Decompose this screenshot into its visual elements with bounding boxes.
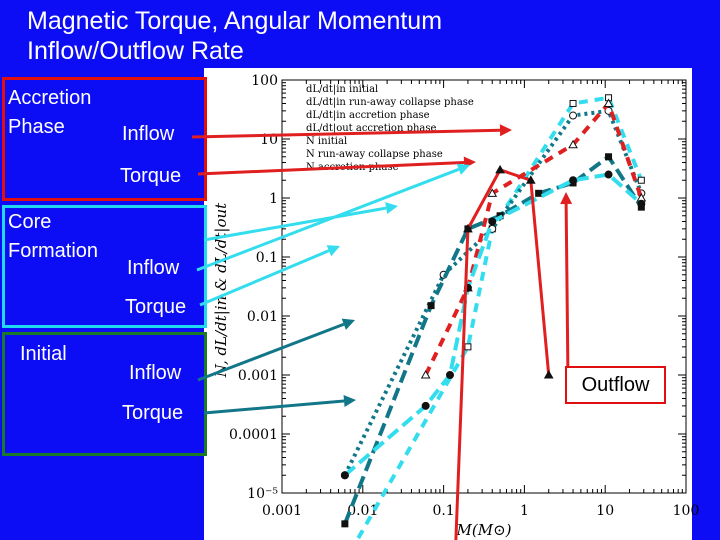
x-axis-label: M(M⊙): [456, 521, 512, 539]
initial-box: [2, 332, 207, 456]
x-tick-label: 0.1: [432, 503, 454, 519]
accretion-torque-arrow: [197, 161, 465, 176]
accretion-label-line2: Phase: [8, 116, 65, 138]
y-tick-label: 100: [251, 73, 278, 89]
series-line: [423, 101, 644, 376]
series-line: [454, 168, 551, 540]
data-point: [488, 217, 497, 226]
core-label-line2: Formation: [8, 240, 99, 262]
data-point: [340, 471, 349, 480]
initial-inflow-arrow: [197, 322, 345, 382]
core-torque-arrow: [199, 249, 330, 307]
x-tick-label: 0.001: [262, 503, 302, 519]
y-tick-label: 10⁻⁵: [247, 486, 278, 502]
core-inflow-arrow-2: [196, 167, 460, 272]
plot-frame: [281, 79, 687, 494]
core-torque-arrow-head: [326, 245, 340, 257]
data-point: [604, 170, 613, 179]
data-point: [421, 401, 430, 410]
core-inflow-label: Inflow: [127, 257, 180, 279]
slide-title: Magnetic Torque, Angular Momentum Inflow…: [27, 6, 442, 66]
data-point: [568, 139, 578, 149]
initial-inflow-label: Inflow: [129, 362, 182, 384]
accretion-inflow-arrow: [191, 128, 501, 139]
initial-label: Initial: [20, 343, 67, 365]
accretion-inflow-arrow-head: [499, 124, 512, 137]
initial-torque-label: Torque: [122, 402, 184, 424]
accretion-label-line1: Accretion: [8, 87, 92, 109]
accretion-inflow-label: Inflow: [122, 123, 175, 145]
legend-entry: dL/dt|in accretion phase: [306, 110, 430, 121]
legend-entry: N run-away collapse phase: [306, 149, 443, 160]
title-line-1: Magnetic Torque, Angular Momentum: [27, 7, 443, 35]
core-torque-label: Torque: [125, 296, 187, 318]
initial-torque-arrow: [203, 399, 345, 415]
y-tick-label: 0.0001: [229, 427, 278, 443]
y-tick-label: 0.01: [247, 309, 278, 325]
y-tick-label: 0.1: [256, 250, 278, 266]
y-tick-label: 1: [269, 191, 278, 207]
outflow-arrow-head: [560, 192, 573, 205]
x-tick-label: 0.01: [347, 503, 378, 519]
data-point: [603, 98, 614, 107]
legend-entry: dL/dt|in run-away collapse phase: [306, 97, 474, 108]
data-point: [569, 99, 577, 107]
accretion-torque-label: Torque: [120, 165, 182, 187]
data-point: [495, 164, 505, 174]
x-tick-label: 1: [520, 503, 529, 519]
core-inflow-arrow-head: [385, 202, 398, 214]
data-point: [487, 188, 498, 197]
data-point: [427, 302, 435, 310]
initial-torque-arrow-head: [343, 395, 356, 408]
outflow-arrow: [564, 203, 570, 381]
core-label-line1: Core: [8, 211, 52, 233]
legend-entry: N initial: [306, 136, 347, 147]
data-point: [464, 343, 472, 351]
series-line: [343, 154, 644, 525]
data-point: [637, 176, 645, 184]
data-point: [445, 371, 454, 379]
data-point: [569, 176, 578, 185]
series-line: [343, 108, 644, 477]
data-point: [605, 153, 613, 161]
chart-panel: [204, 68, 692, 540]
y-axis-label: N, dL/dt|in & dL/dt|out: [212, 202, 230, 378]
initial-inflow-arrow-head: [341, 318, 355, 330]
x-tick-label: 100: [673, 503, 700, 519]
data-point: [463, 223, 473, 233]
x-tick-label: 10: [596, 503, 614, 519]
data-point: [525, 175, 536, 184]
data-point: [341, 520, 349, 528]
data-point: [543, 369, 554, 379]
outflow-label: Outflow: [565, 366, 666, 404]
data-point: [420, 369, 431, 379]
core-inflow-arrow: [203, 206, 387, 242]
series-line: [354, 95, 644, 540]
data-point: [569, 111, 578, 120]
data-point: [637, 199, 646, 208]
title-line-2: Inflow/Outflow Rate: [27, 37, 244, 65]
legend-entry: dL/dt|in initial: [306, 84, 378, 95]
core-inflow-arrow-2-head: [456, 163, 470, 175]
series-line: [343, 172, 643, 477]
legend-entry: dL/dt|out accretion phase: [306, 123, 437, 134]
data-point: [535, 189, 543, 197]
accretion-phase-box: [2, 77, 207, 201]
y-tick-label: 0.001: [238, 368, 278, 384]
